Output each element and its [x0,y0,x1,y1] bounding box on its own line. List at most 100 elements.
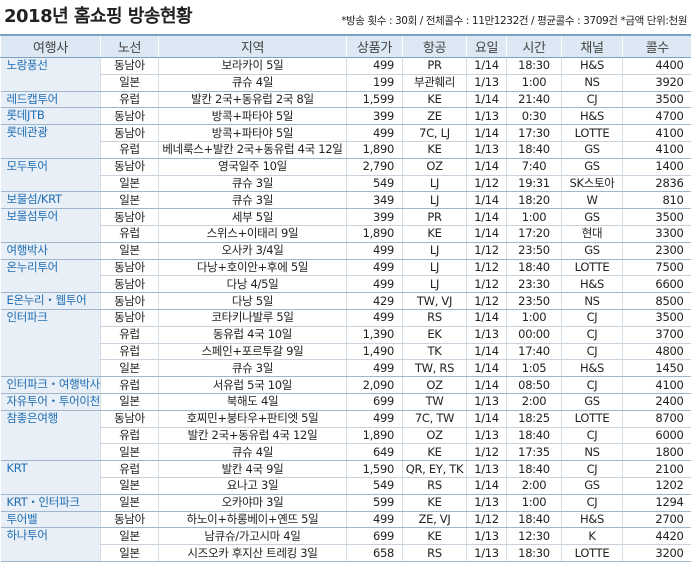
table-cell: 보라카이 5일 [158,57,347,75]
table-cell: 2:00 [506,393,562,411]
table-cell: 18:30 [506,57,562,75]
table-cell: 동유럽 4국 10일 [158,326,347,344]
table-cell: 1/12 [466,175,507,193]
table-cell: 658 [346,544,403,562]
table-cell: RS [402,477,467,495]
table-cell: 호찌민+붕타우+판티엣 5일 [158,410,347,428]
table-cell: 동남아 [100,259,159,277]
table-cell: W [561,191,623,210]
table-cell: 6000 [622,427,691,445]
table-cell: LOTTE [561,544,623,562]
table-cell: 7C, LJ [402,124,467,142]
table-cell: GS [561,141,623,159]
table-cell: 1800 [622,443,691,462]
table-cell: KE [402,225,467,243]
table-cell: 일본 [100,175,159,193]
table-cell: 499 [346,275,403,294]
table-cell: 남큐슈/가고시마 4일 [158,527,347,546]
column-header: 지역 [158,34,347,58]
table-cell: 599 [346,494,403,512]
table-cell: 방콕+파타야 5일 [158,124,347,142]
table-row: 여행박사 일본 오사카 3/4일 499 LJ 1/12 23:50 GS 2300 [0,242,691,260]
table-cell: 일본 [100,494,159,512]
table-cell: 6600 [622,275,691,294]
table-cell: NS [561,292,623,310]
table-cell: 17:35 [506,443,562,462]
table-cell: 유럽 [100,343,159,361]
table-cell: 동남아 [100,292,159,310]
agency-cell: E온누리・웹투어 [0,292,101,310]
agency-cell: 롯데JTB [0,107,101,126]
table-row: 유럽 발칸 2국+동유럽 4국 12일 1,890 OZ 1/13 18:40 CJ 6000 [1,427,691,445]
table-row: 하나투어 일본 남큐슈/가고시마 4일 699 KE 1/13 12:30 K 4420 [0,527,691,562]
agency-cell: 인터파크 [0,309,101,378]
table-cell: 23:30 [506,275,562,294]
table-cell: 3700 [622,326,691,344]
table-cell: LOTTE [561,124,623,142]
table-cell: 1:00 [506,208,562,226]
column-header: 여행사 [0,34,101,58]
table-cell: 1,490 [346,343,403,361]
table-cell: 810 [622,191,691,210]
table-cell: 7:40 [506,158,562,176]
table-cell: 동남아 [100,57,159,75]
table-row: 보물섬/KRT 일본 큐슈 3일 349 LJ 1/14 18:20 W 810 [0,191,691,210]
table-cell: OZ [402,158,467,176]
table-cell: 1:00 [506,494,562,512]
table-cell: GS [561,158,623,176]
table-row: 일본 큐슈 4일 649 KE 1/12 17:35 NS 1800 [1,443,691,462]
table-cell: 18:40 [506,427,562,445]
table-cell: 499 [346,359,403,378]
table-cell: 일본 [100,359,159,378]
table-cell: CJ [561,427,623,445]
table-cell: 큐슈 4일 [158,443,347,462]
table-cell: 4400 [622,57,691,75]
table-cell: 서유럽 5국 10일 [158,376,347,394]
agency-cell: 노랑풍선 [0,57,101,92]
table-cell: NS [561,443,623,462]
table-cell: 18:20 [506,191,562,210]
table-cell: ZE [402,107,467,126]
table-cell: H&S [561,359,623,378]
column-header: 노선 [100,34,159,58]
table-row: 유럽 스위스+이태리 9일 1,890 KE 1/14 17:20 현대 3300 [1,225,691,243]
table-cell: 2,090 [346,376,403,394]
table-cell: 549 [346,477,403,495]
table-cell: ZE, VJ [402,511,467,529]
table-row: 노랑풍선 동남아 보라카이 5일 499 PR 1/14 18:30 H&S 4400 [0,57,691,92]
table-cell: CJ [561,460,623,478]
table-cell: 3920 [622,74,691,92]
table-cell: 3500 [622,208,691,226]
table-cell: 18:25 [506,410,562,428]
table-cell: 17:20 [506,225,562,243]
table-cell: 699 [346,527,403,546]
subtitle: *방송 횟수 : 30회 / 전체콜수 : 11만1232건 / 평균콜수 : … [341,15,687,27]
agency-cell: 하나투어 [0,527,101,562]
table-cell: 일본 [100,527,159,546]
table-cell: 4100 [622,141,691,159]
column-header: 콜수 [622,34,691,58]
table-cell: 3500 [622,309,691,327]
table-cell: LJ [402,275,467,294]
table-cell: 세부 5일 [158,208,347,226]
table-cell: LJ [402,242,467,260]
table-cell: 다낭 5일 [158,292,347,310]
table-cell: 큐슈 3일 [158,359,347,378]
table-cell: 00:00 [506,326,562,344]
table-cell: KE [402,527,467,546]
table-cell: 유럽 [100,376,159,394]
table-cell: 동남아 [100,158,159,176]
column-header: 항공 [402,34,467,58]
table-cell: LJ [402,191,467,210]
table-cell: PR [402,208,467,226]
table-cell: 2:00 [506,477,562,495]
table-cell: 7C, TW [402,410,467,428]
table-cell: CJ [561,376,623,394]
table-row: 모두투어 동남아 영국일주 10일 2,790 OZ 1/14 7:40 GS 1400 [0,158,691,193]
table-cell: LJ [402,259,467,277]
table-cell: 1,599 [346,91,403,109]
table-cell: 1/12 [466,259,507,277]
table-row: 자유투어・투어이천 일본 북해도 4일 699 TW 1/13 2:00 GS 2400 [0,393,691,411]
agency-cell: 레드캡투어 [0,91,101,109]
table-cell: 1/14 [466,477,507,495]
